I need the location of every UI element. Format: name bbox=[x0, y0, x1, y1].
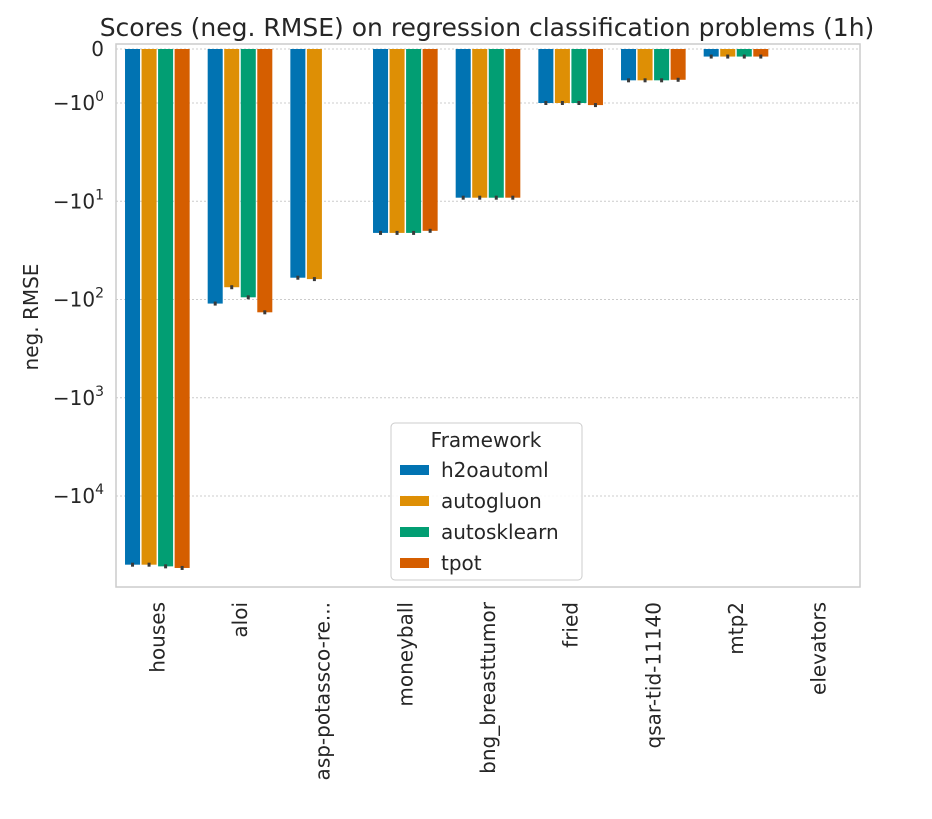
legend-swatch-h2oautoml bbox=[400, 465, 429, 475]
bar-fried-autosklearn bbox=[571, 49, 587, 103]
x-tick-label: aloi bbox=[228, 602, 252, 638]
bar-mtp2-tpot bbox=[753, 49, 769, 57]
bar-mtp2-h2oautoml bbox=[703, 49, 719, 57]
bar-mtp2-autosklearn bbox=[736, 49, 752, 57]
bar-aloi-h2oautoml bbox=[207, 49, 223, 304]
bar-houses-autosklearn bbox=[158, 49, 174, 567]
x-tick-label: mtp2 bbox=[724, 602, 748, 655]
legend-label-autosklearn: autosklearn bbox=[441, 520, 559, 544]
x-tick-label: elevators bbox=[807, 602, 831, 695]
legend-label-h2oautoml: h2oautoml bbox=[441, 458, 549, 482]
bar-moneyball-autosklearn bbox=[406, 49, 422, 233]
y-tick-label: −100 bbox=[53, 89, 104, 115]
chart-title: Scores (neg. RMSE) on regression classif… bbox=[100, 13, 875, 42]
bar-fried-h2oautoml bbox=[538, 49, 554, 103]
bar-bng-breasttumor-autogluon bbox=[472, 49, 488, 198]
bar-qsar-tid-11140-autogluon bbox=[637, 49, 653, 81]
y-tick-label: −103 bbox=[53, 384, 104, 410]
legend-swatch-tpot bbox=[400, 558, 429, 568]
legend-box bbox=[390, 422, 583, 581]
plot-frame bbox=[115, 43, 861, 588]
legend-swatch-autosklearn bbox=[400, 527, 429, 537]
bar-aloi-autosklearn bbox=[240, 49, 256, 298]
y-tick-label: −104 bbox=[53, 482, 104, 508]
bar-mtp2-autogluon bbox=[720, 49, 736, 57]
legend-title: Framework bbox=[431, 428, 542, 452]
bar-houses-tpot bbox=[174, 49, 190, 568]
legend: Framework h2oautoml autogluon autosklearn t… bbox=[390, 422, 583, 581]
bar-qsar-tid-11140-tpot bbox=[670, 49, 686, 80]
bar-bng-breasttumor-autosklearn bbox=[488, 49, 504, 198]
y-tick-label: 0 bbox=[91, 37, 104, 61]
bar-fried-autogluon bbox=[554, 49, 570, 103]
y-tick-label: −102 bbox=[53, 286, 104, 312]
x-tick-label: bng_breasttumor bbox=[476, 601, 500, 774]
bar-aloi-autogluon bbox=[224, 49, 240, 288]
legend-label-autogluon: autogluon bbox=[441, 489, 542, 513]
x-tick-label: houses bbox=[145, 602, 169, 673]
x-tick-label: qsar-tid-11140 bbox=[641, 602, 665, 748]
legend-label-tpot: tpot bbox=[441, 551, 482, 575]
bar-moneyball-tpot bbox=[422, 49, 438, 231]
y-tick-labels: 0 −100 −101 −102 −103 −104 bbox=[53, 37, 104, 508]
legend-swatch-autogluon bbox=[400, 496, 429, 506]
y-tick-label: −101 bbox=[53, 187, 104, 213]
bar-qsar-tid-11140-h2oautoml bbox=[621, 49, 637, 81]
y-axis-label: neg. RMSE bbox=[19, 264, 43, 371]
x-tick-label: fried bbox=[559, 602, 583, 648]
bar-houses-h2oautoml bbox=[125, 49, 141, 565]
bar-houses-autogluon bbox=[141, 49, 157, 565]
bar-fried-tpot bbox=[587, 49, 603, 106]
bar-asp-potassco-re-h2oautoml bbox=[290, 49, 306, 278]
bar-moneyball-autogluon bbox=[389, 49, 405, 233]
x-tick-label: asp-potassco-re... bbox=[311, 602, 335, 780]
bar-bng-breasttumor-tpot bbox=[505, 49, 521, 198]
x-tick-labels: houses aloi asp-potassco-re... moneyball bng… bbox=[145, 601, 830, 780]
bar-asp-potassco-re-autogluon bbox=[306, 49, 322, 280]
x-tick-label: moneyball bbox=[393, 602, 417, 707]
bars bbox=[125, 49, 769, 570]
bar-qsar-tid-11140-autosklearn bbox=[654, 49, 670, 81]
bar-aloi-tpot bbox=[257, 49, 273, 313]
bar-bng-breasttumor-h2oautoml bbox=[455, 49, 471, 198]
bar-moneyball-h2oautoml bbox=[373, 49, 389, 233]
